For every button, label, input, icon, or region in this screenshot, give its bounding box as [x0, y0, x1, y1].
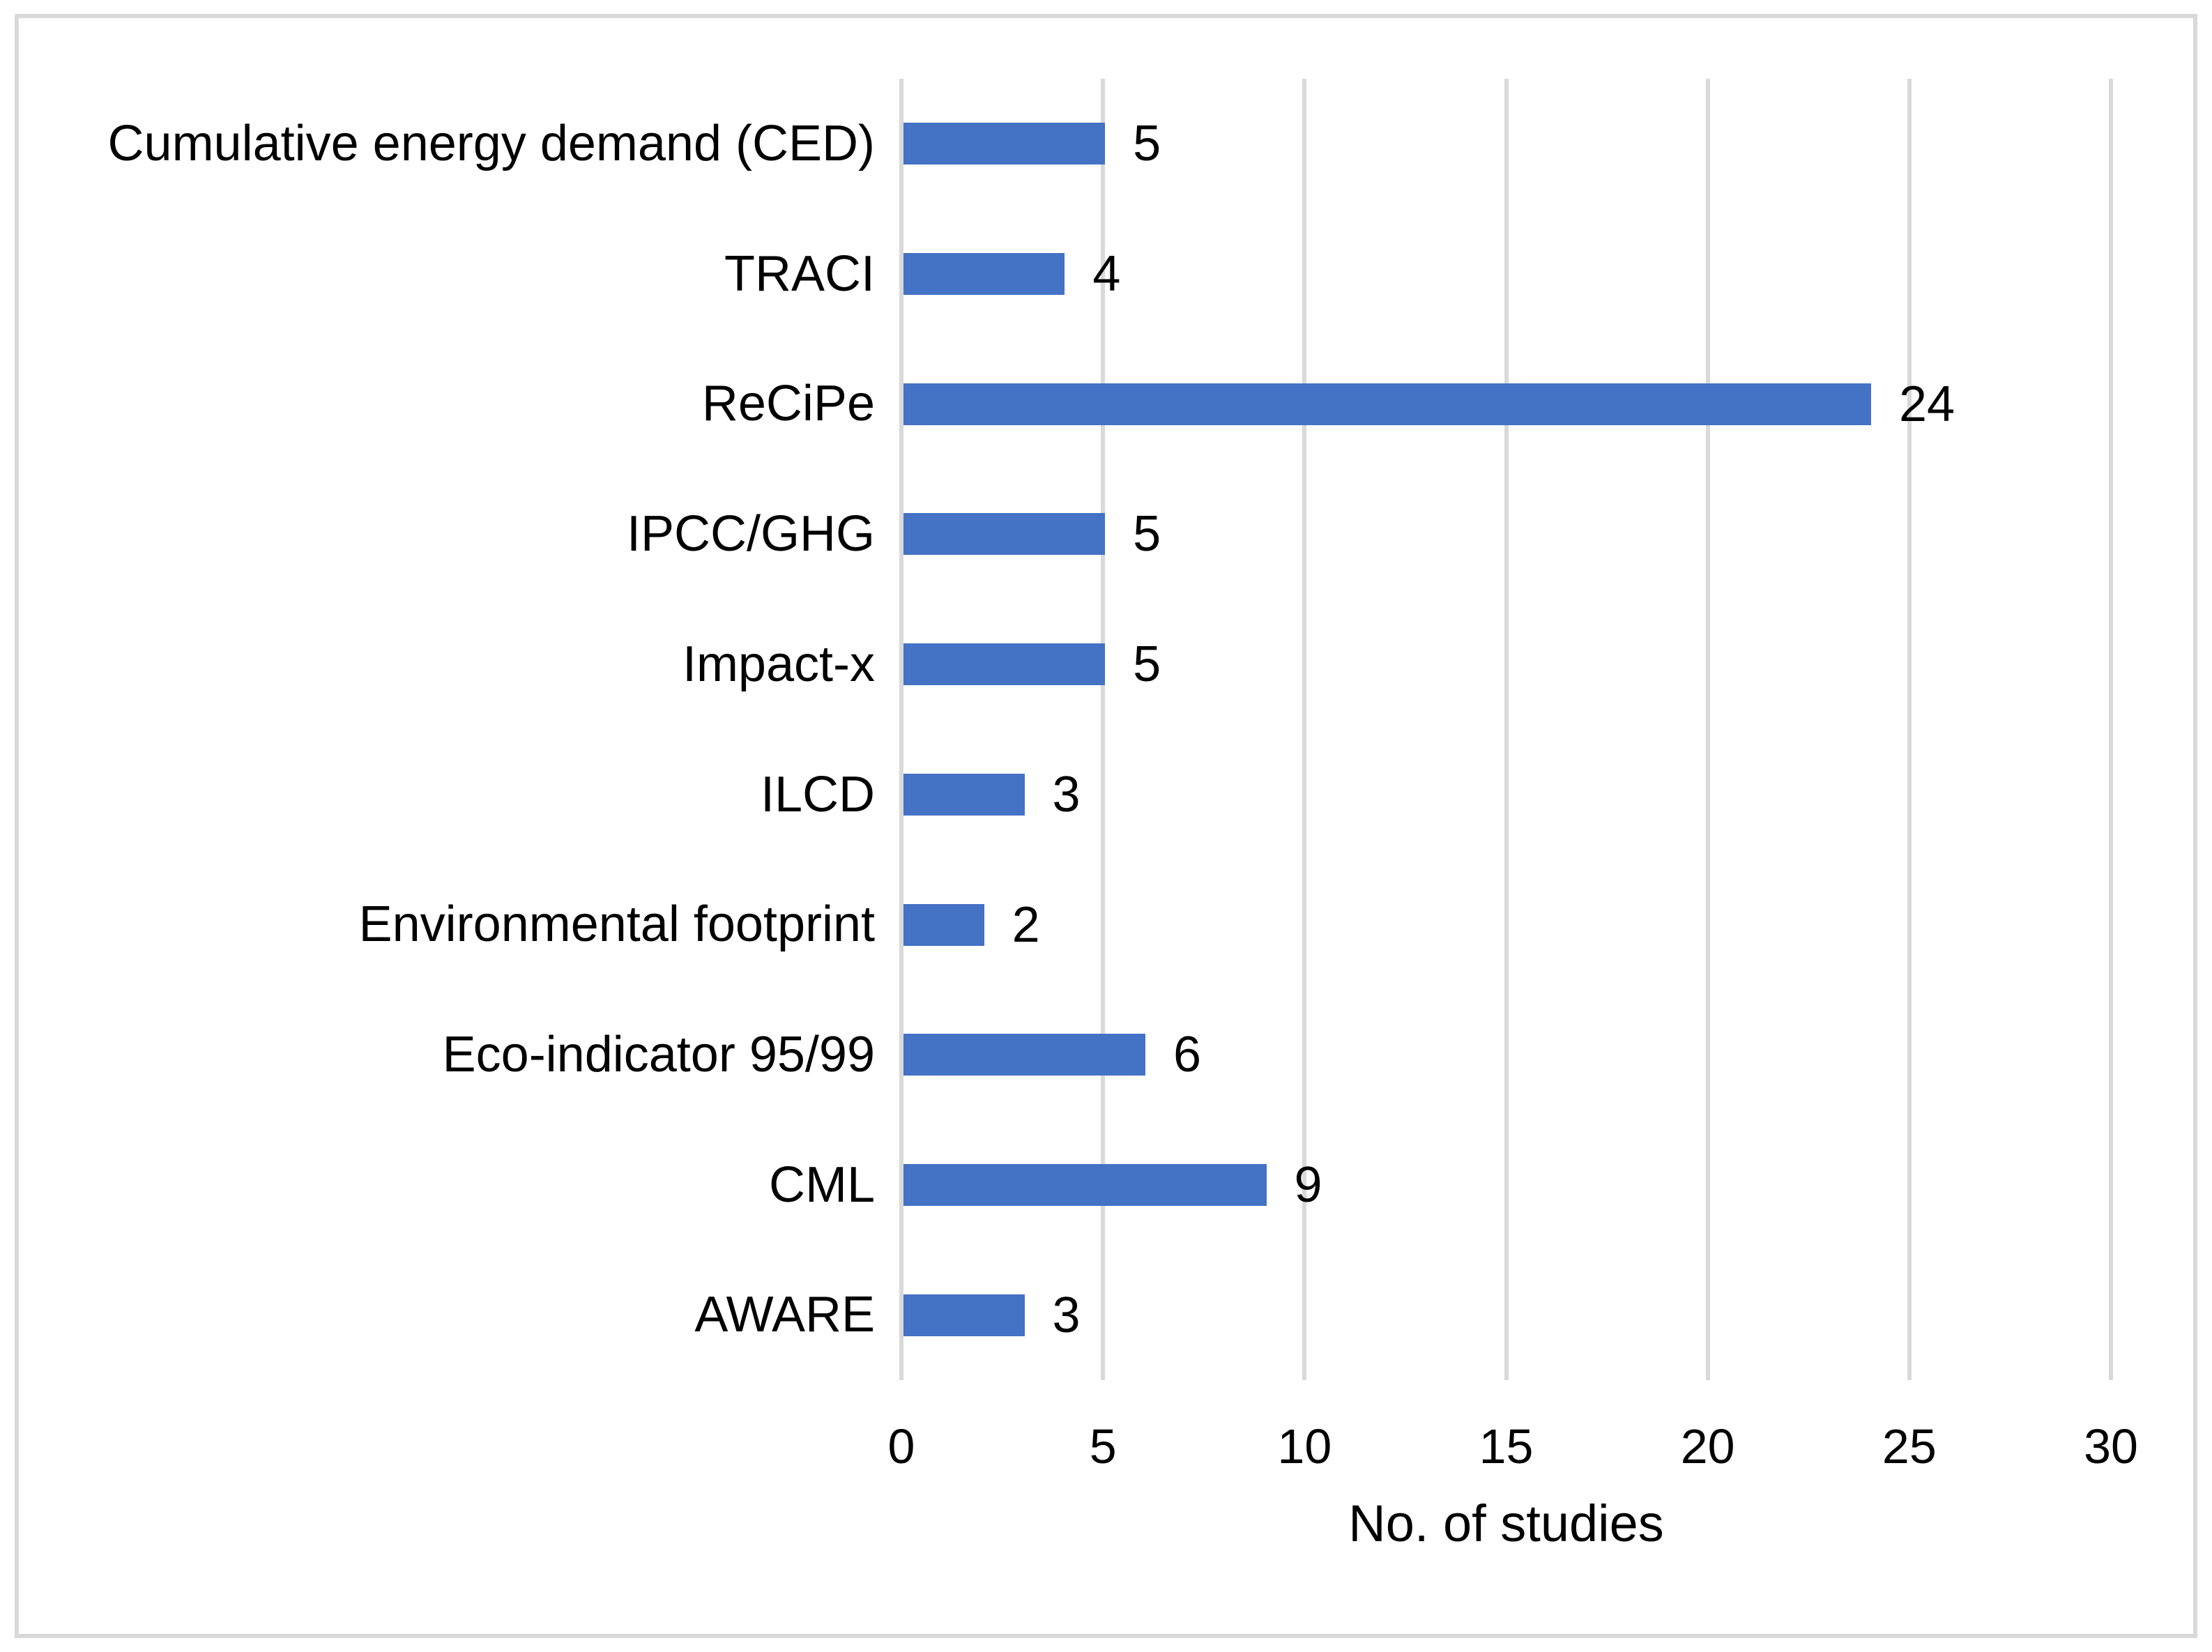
gridline-x-30 — [2109, 79, 2113, 1380]
data-label: 5 — [1133, 116, 1161, 172]
x-tick-label-10: 10 — [1277, 1419, 1332, 1474]
x-tick-label-5: 5 — [1089, 1419, 1117, 1474]
data-label: 5 — [1133, 636, 1161, 693]
data-label: 3 — [1052, 1287, 1081, 1343]
bar — [903, 123, 1106, 165]
x-tick-label-25: 25 — [1882, 1419, 1937, 1474]
figure-border — [15, 14, 2197, 1638]
data-label: 4 — [1092, 246, 1121, 303]
bar — [903, 513, 1106, 556]
gridline-x-5 — [1101, 79, 1106, 1380]
gridline-x-15 — [1504, 79, 1509, 1380]
category-label: AWARE — [694, 1287, 875, 1343]
gridline-x-20 — [1705, 79, 1710, 1380]
category-label: ReCiPe — [701, 376, 875, 432]
data-label: 6 — [1173, 1027, 1202, 1083]
bar — [903, 1163, 1267, 1206]
gridline-x-0 — [899, 79, 903, 1380]
bar — [903, 1294, 1025, 1336]
category-label: ILCD — [760, 766, 875, 823]
category-label: IPCC/GHG — [626, 506, 875, 563]
category-label: TRACI — [724, 245, 875, 302]
data-label: 2 — [1012, 896, 1040, 953]
category-label: Environmental footprint — [358, 896, 875, 953]
x-tick-label-0: 0 — [887, 1419, 915, 1474]
gridline-x-10 — [1302, 79, 1307, 1380]
data-label: 24 — [1899, 376, 1955, 432]
x-tick-label-15: 15 — [1479, 1419, 1534, 1474]
data-label: 9 — [1294, 1156, 1322, 1213]
x-axis-title: No. of studies — [1348, 1494, 1664, 1552]
bar — [903, 773, 1025, 816]
bar — [903, 383, 1871, 425]
data-label: 5 — [1133, 506, 1161, 563]
x-tick-label-30: 30 — [2084, 1419, 2138, 1474]
category-label: Eco-indicator 95/99 — [442, 1026, 875, 1083]
bar — [903, 643, 1106, 686]
data-label: 3 — [1052, 766, 1081, 823]
gridline-x-25 — [1907, 79, 1912, 1380]
bar — [903, 1034, 1145, 1076]
x-tick-label-20: 20 — [1680, 1419, 1735, 1474]
category-label: Cumulative energy demand (CED) — [107, 116, 875, 171]
bar — [903, 903, 984, 946]
category-label: Impact-x — [682, 636, 875, 692]
category-label: CML — [768, 1156, 875, 1213]
bar — [903, 253, 1065, 296]
